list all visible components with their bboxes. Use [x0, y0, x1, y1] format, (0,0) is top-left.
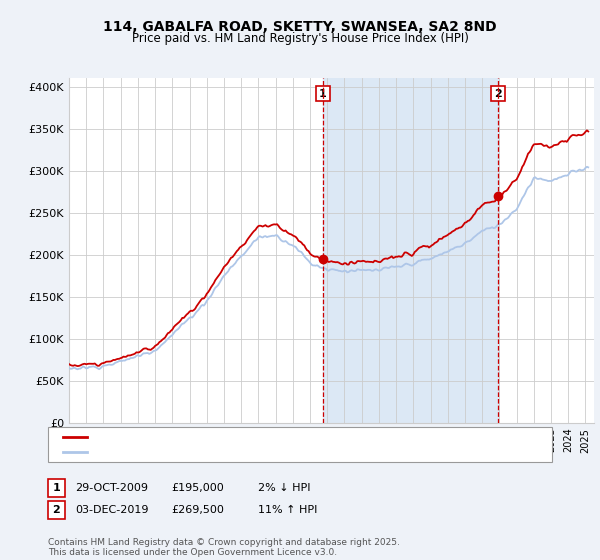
Text: 2: 2 — [494, 88, 502, 99]
Text: 1: 1 — [319, 88, 327, 99]
Text: 1: 1 — [53, 483, 60, 493]
Text: 114, GABALFA ROAD, SKETTY, SWANSEA, SA2 8ND (detached house): 114, GABALFA ROAD, SKETTY, SWANSEA, SA2 … — [90, 432, 448, 442]
Text: Price paid vs. HM Land Registry's House Price Index (HPI): Price paid vs. HM Land Registry's House … — [131, 32, 469, 45]
Text: 2: 2 — [53, 505, 60, 515]
Text: 114, GABALFA ROAD, SKETTY, SWANSEA, SA2 8ND: 114, GABALFA ROAD, SKETTY, SWANSEA, SA2 … — [103, 20, 497, 34]
Text: 29-OCT-2009: 29-OCT-2009 — [75, 483, 148, 493]
Text: 11% ↑ HPI: 11% ↑ HPI — [258, 505, 317, 515]
Text: HPI: Average price, detached house, Swansea: HPI: Average price, detached house, Swan… — [90, 447, 329, 458]
Text: £269,500: £269,500 — [171, 505, 224, 515]
Bar — [323, 78, 498, 423]
Text: 03-DEC-2019: 03-DEC-2019 — [75, 505, 149, 515]
Text: £195,000: £195,000 — [171, 483, 224, 493]
Text: 2% ↓ HPI: 2% ↓ HPI — [258, 483, 311, 493]
Text: Contains HM Land Registry data © Crown copyright and database right 2025.
This d: Contains HM Land Registry data © Crown c… — [48, 538, 400, 557]
